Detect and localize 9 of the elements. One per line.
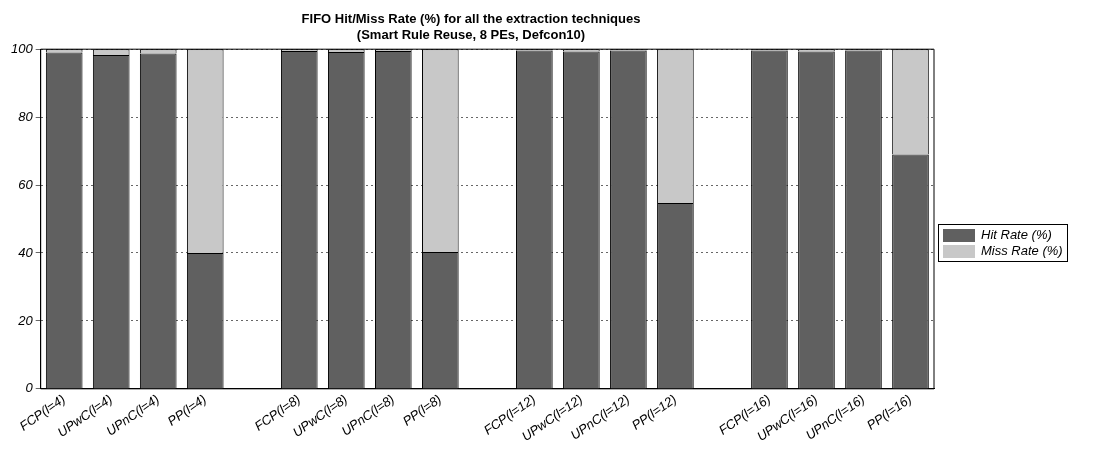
chart-title: FIFO Hit/Miss Rate (%) for all the extraction techniques (Smart Rule Reuse, 8 PEs, Defcon10) bbox=[301, 11, 641, 42]
y-tick-label: 0 bbox=[25, 380, 34, 396]
legend-label: Miss Rate (%) bbox=[981, 243, 1063, 259]
legend-label: Hit Rate (%) bbox=[981, 227, 1052, 243]
y-tick-label: 100 bbox=[10, 40, 34, 56]
y-tick-label: 60 bbox=[18, 176, 34, 192]
y-tick-label: 80 bbox=[18, 108, 34, 124]
y-tick-label: 20 bbox=[17, 312, 34, 328]
y-tick-label: 40 bbox=[18, 244, 34, 260]
